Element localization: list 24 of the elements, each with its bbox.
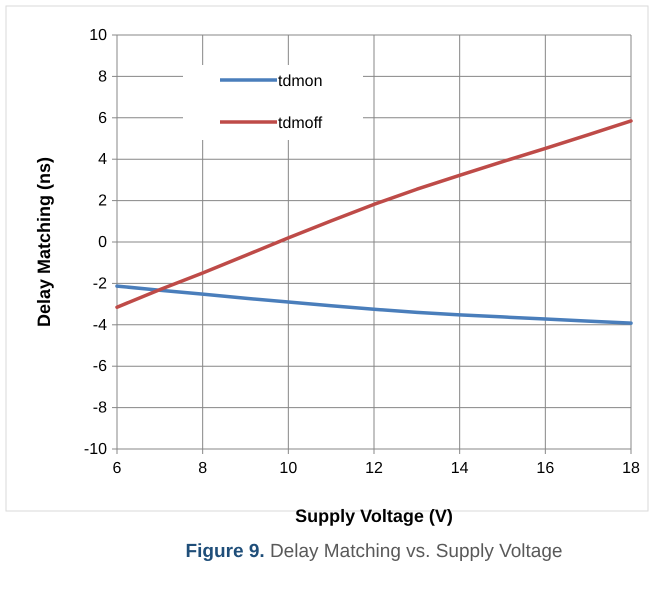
y-tick-label: -2 [92, 275, 108, 292]
legend-label: tdmon [278, 73, 322, 90]
y-tick-label: 8 [98, 68, 108, 86]
caption: Figure 9. Delay Matching vs. Supply Voltage [185, 541, 563, 562]
x-tick-label: 12 [365, 460, 383, 477]
x-axis-title: Supply Voltage (V) [295, 506, 453, 526]
x-tick-label: 18 [622, 460, 640, 477]
y-tick-label: 4 [98, 151, 108, 168]
y-tick-label: 2 [98, 192, 108, 210]
y-tick-label: -8 [92, 400, 108, 417]
x-tick-label: 6 [112, 460, 122, 477]
x-tick-label: 8 [198, 460, 208, 477]
x-tick-label: 16 [536, 460, 554, 477]
y-tick-label: -6 [92, 358, 108, 376]
y-tick-label: 10 [89, 27, 108, 44]
x-tick-label: 14 [450, 460, 469, 477]
y-tick-label: -10 [84, 441, 108, 458]
y-tick-label: 0 [98, 234, 108, 251]
y-axis-title: Delay Matching (ns) [34, 156, 54, 328]
x-tick-label: 10 [279, 460, 298, 477]
y-tick-label: -4 [92, 316, 108, 334]
y-tick-label: 6 [98, 110, 108, 127]
legend-label: tdmoff [278, 115, 323, 132]
line-series [115, 284, 633, 325]
